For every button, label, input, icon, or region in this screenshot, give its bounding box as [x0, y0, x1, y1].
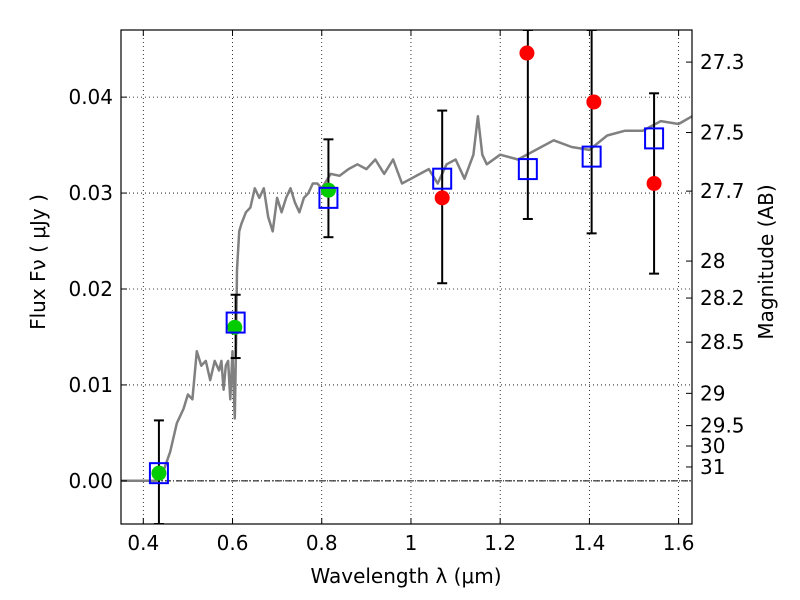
model-band-square [318, 186, 339, 209]
model-spectrum-line [121, 115, 692, 483]
y2-axis-label: Magnitude (AB) [754, 184, 778, 339]
x-tick-label: 0.4 [127, 531, 159, 555]
y2-tick-label: 31 [700, 455, 725, 479]
model-band-square [225, 311, 246, 334]
x-tick-label: 1.2 [484, 531, 516, 555]
y2-tick-label: 30 [700, 434, 725, 458]
model-band-square [644, 127, 665, 150]
y2-tick-label: 27.7 [700, 179, 745, 203]
model-band-square [517, 158, 538, 181]
y-tick-label: 0.00 [68, 469, 113, 493]
x-axis-label: Wavelength λ (μm) [310, 564, 501, 588]
y-tick-label: 0.02 [68, 277, 113, 301]
y-tick-label: 0.03 [68, 181, 113, 205]
y-tick-label: 0.04 [68, 85, 113, 109]
y2-tick-label: 28 [700, 249, 725, 273]
plot-frame [120, 29, 693, 525]
x-tick-label: 1 [405, 531, 418, 555]
y-tick-label: 0.01 [68, 373, 113, 397]
y2-tick-label: 27.3 [700, 50, 745, 74]
y2-tick-label: 27.5 [700, 121, 745, 145]
model-band-square [581, 145, 602, 168]
green-data-point [151, 465, 167, 481]
x-tick-label: 0.6 [217, 531, 249, 555]
red-data-point [586, 94, 602, 110]
y2-tick-label: 28.2 [700, 286, 745, 310]
red-data-point [646, 175, 662, 191]
y-axis-label: Flux Fν ( μJy ) [26, 194, 50, 330]
x-tick-label: 1.4 [573, 531, 605, 555]
x-tick-label: 0.8 [306, 531, 338, 555]
grid-lines [121, 30, 692, 524]
green-data-point [227, 319, 243, 335]
red-data-point [519, 45, 535, 61]
red-data-point [434, 190, 450, 206]
green-data-point [320, 182, 336, 198]
y2-tick-label: 28.5 [700, 330, 745, 354]
y2-tick-label: 29 [700, 381, 725, 405]
x-tick-label: 1.6 [663, 531, 695, 555]
model-band-square [148, 462, 169, 485]
model-band-square [432, 167, 453, 190]
axis-ticks: 0.4 0.6 0.8 1 1.2 1.4 1.6 0.00 0.01 0.02 0.03 0.04 2… [68, 30, 745, 555]
plot-area [121, 30, 692, 524]
y2-tick-label: 29.5 [700, 414, 745, 438]
